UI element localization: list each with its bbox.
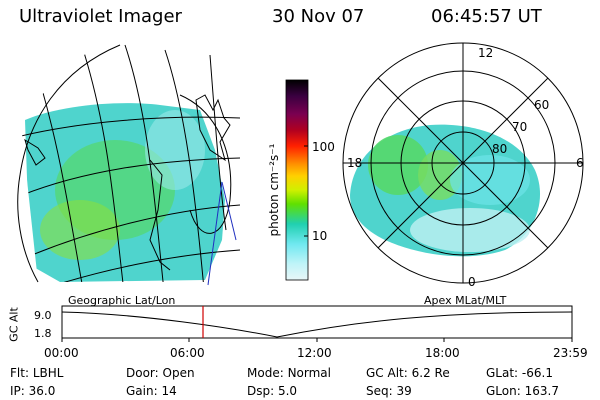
altitude-curve <box>61 311 573 338</box>
altitude-x-tick-1800: 18:00 <box>425 346 460 360</box>
colorbar-tick-100: 100 <box>312 140 335 154</box>
geographic-map-label: Geographic Lat/Lon <box>68 294 176 307</box>
altitude-x-tick-0600: 06:00 <box>170 346 205 360</box>
instrument-title: Ultraviolet Imager <box>19 6 182 27</box>
time-label: 06:45:57 UT <box>431 6 542 27</box>
status-ip: IP: 36.0 <box>10 384 56 398</box>
date-label: 30 Nov 07 <box>272 6 365 27</box>
status-glat: GLat: -66.1 <box>486 366 553 380</box>
status-gain: Gain: 14 <box>126 384 177 398</box>
status-filter: Flt: LBHL <box>10 366 64 380</box>
status-seq: Seq: 39 <box>366 384 412 398</box>
polar-hour-0: 0 <box>468 275 476 289</box>
altitude-plot <box>61 305 573 342</box>
polar-lat-80: 80 <box>492 142 508 156</box>
altitude-tick-high: 9.0 <box>34 309 52 322</box>
status-door: Door: Open <box>126 366 195 380</box>
status-dsp: Dsp: 5.0 <box>247 384 298 398</box>
altitude-axis-label: GC Alt <box>7 307 21 342</box>
status-mode: Mode: Normal <box>247 366 331 380</box>
polar-lat-70: 70 <box>512 120 528 134</box>
altitude-x-tick-0000: 00:00 <box>44 346 79 360</box>
status-glon: GLon: 163.7 <box>486 384 559 398</box>
polar-hour-12: 12 <box>478 46 494 60</box>
colorbar <box>285 79 309 281</box>
altitude-x-tick-2359: 23:59 <box>553 346 588 360</box>
colorbar-tick-10: 10 <box>312 229 328 243</box>
polar-lat-60: 60 <box>534 98 550 112</box>
altitude-x-tick-1200: 12:00 <box>297 346 332 360</box>
status-gc-alt: GC Alt: 6.2 Re <box>366 366 450 380</box>
altitude-tick-low: 1.8 <box>34 327 52 340</box>
polar-hour-18: 18 <box>347 156 363 170</box>
polar-hour-6: 6 <box>576 156 584 170</box>
polar-map-label: Apex MLat/MLT <box>424 294 507 307</box>
